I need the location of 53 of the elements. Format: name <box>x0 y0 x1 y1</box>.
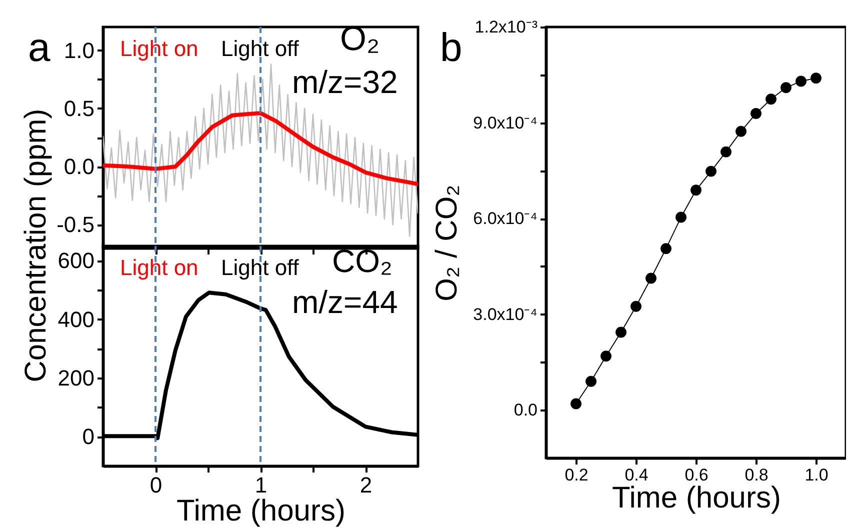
point <box>616 326 626 338</box>
point <box>690 184 702 196</box>
point <box>706 166 716 177</box>
annotation: m/z=44 <box>292 284 398 320</box>
annotation: Light off <box>221 36 299 61</box>
x-tick-label: 2 <box>360 472 372 498</box>
point <box>630 300 642 312</box>
y-tick-label: 3.0x10⁻⁴ <box>473 304 538 324</box>
point <box>600 350 612 362</box>
point <box>780 82 792 94</box>
y-axis-title: Concentration (ppm) <box>20 108 52 382</box>
y-tick-label: 6.0x10⁻⁴ <box>473 209 538 228</box>
point <box>646 272 656 284</box>
y-tick-label: 0.5 <box>64 96 94 121</box>
y-tick-label: 600 <box>58 248 94 274</box>
x-tick-label: 0.8 <box>744 466 768 484</box>
annotation: CO₂ <box>332 243 392 279</box>
y-tick-label: 1.0 <box>64 38 94 63</box>
point <box>750 108 762 119</box>
text: b <box>440 26 462 70</box>
y-tick-label: 9.0x10⁻⁴ <box>473 113 538 132</box>
annotation: Light off <box>221 255 299 280</box>
y-tick-label: 1.2x10⁻³ <box>474 18 538 36</box>
point <box>586 376 596 387</box>
point <box>810 72 822 84</box>
x-axis-title: Time (hours) <box>176 494 346 528</box>
annotation: m/z=32 <box>292 64 398 100</box>
y-tick-label: 400 <box>58 306 94 332</box>
point <box>766 94 776 105</box>
x-tick-label: 1 <box>254 472 268 498</box>
point <box>660 243 672 254</box>
y-tick-label: 0.0 <box>64 154 94 180</box>
point <box>570 398 582 410</box>
y-tick-label: 0.0 <box>514 400 538 420</box>
y-tick-label: 200 <box>58 366 94 390</box>
x-tick-label: 0.2 <box>564 466 588 484</box>
x-tick-label: 0 <box>150 472 162 498</box>
y-tick-label: 0 <box>82 424 94 450</box>
x-tick-label: 0.4 <box>624 466 648 484</box>
x-axis-title: Time (hours) <box>612 482 781 514</box>
point <box>720 146 732 158</box>
annotation: Light on <box>120 255 198 280</box>
point <box>736 126 746 137</box>
line-series <box>103 111 418 186</box>
line-series <box>103 64 418 238</box>
text: a <box>28 26 50 70</box>
x-tick-label: 0.6 <box>684 466 708 484</box>
point <box>796 76 806 87</box>
x-tick-label: 1.0 <box>804 466 828 484</box>
annotation: Light on <box>120 36 198 61</box>
y-axis-title: O₂ / CO₂ <box>430 184 464 302</box>
point <box>676 212 686 223</box>
y-tick-label: -0.5 <box>56 212 94 238</box>
